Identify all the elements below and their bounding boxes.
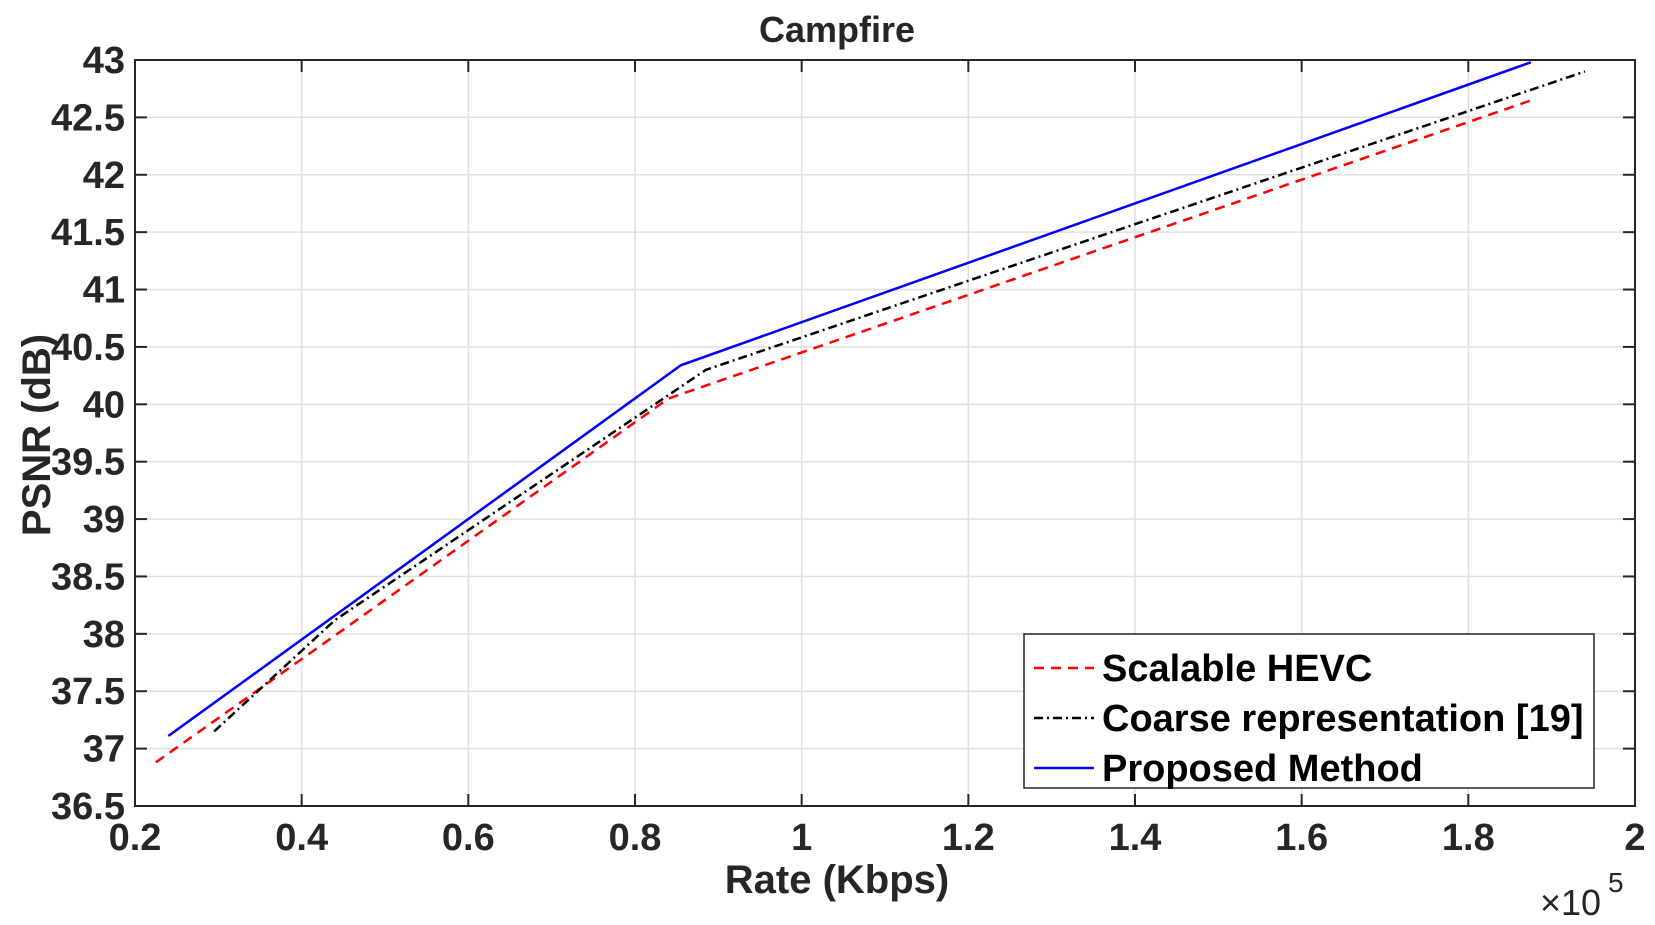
y-tick-label: 42.5 [51,97,125,139]
x-tick-label: 0.4 [275,817,328,859]
y-tick-label: 37 [83,729,125,771]
x-tick-label: 1 [791,817,812,859]
x-axis-title: Rate (Kbps) [725,858,949,902]
chart-title: Campfire [759,9,915,50]
series-line-3 [167,61,1532,738]
y-tick-label: 41.5 [51,212,125,254]
y-tick-label: 39 [83,499,125,541]
legend: Scalable HEVC Coarse representation [19] P… [1023,633,1595,790]
x-tick-label: 0.8 [609,817,662,859]
legend-label-3: Proposed Method [1102,748,1423,790]
legend-label-2: Coarse representation [19] [1102,698,1584,740]
x-multiplier-base: ×10 [1540,882,1601,923]
series-line-2 [213,70,1586,733]
series-group [155,61,1586,764]
x-tick-label: 2 [1624,817,1645,859]
y-tick-label: 43 [83,40,125,82]
y-tick-label: 38 [83,614,125,656]
y-tick-label: 40.5 [51,327,125,369]
series-line-1 [155,97,1536,764]
x-tick-label: 1.6 [1275,817,1328,859]
x-tick-label: 0.2 [109,817,162,859]
plot-frame [134,59,1636,807]
y-tick-label: 37.5 [51,671,125,713]
y-tick-label: 40 [83,384,125,426]
x-tick-label: 1.8 [1442,817,1495,859]
legend-label-1: Scalable HEVC [1102,648,1372,690]
y-tick-label: 38.5 [51,556,125,598]
ticks: 0.2 0.4 0.6 0.8 1 1.2 1.4 1.6 1.8 2 36.5 37 37.5 38 38… [51,40,1646,859]
legend-box [1023,633,1595,789]
x-tick-label: 1.2 [942,817,995,859]
y-tick-label: 41 [83,270,125,312]
x-tick-label: 1.4 [1109,817,1162,859]
x-multiplier: ×10 5 [1540,867,1624,923]
y-tick-label: 39.5 [51,442,125,484]
y-tick-label: 36.5 [51,786,125,828]
y-tick-label: 42 [83,155,125,197]
x-multiplier-exponent: 5 [1608,867,1624,898]
y-axis-title: PSNR (dB) [15,334,59,536]
x-tick-label: 0.6 [442,817,495,859]
